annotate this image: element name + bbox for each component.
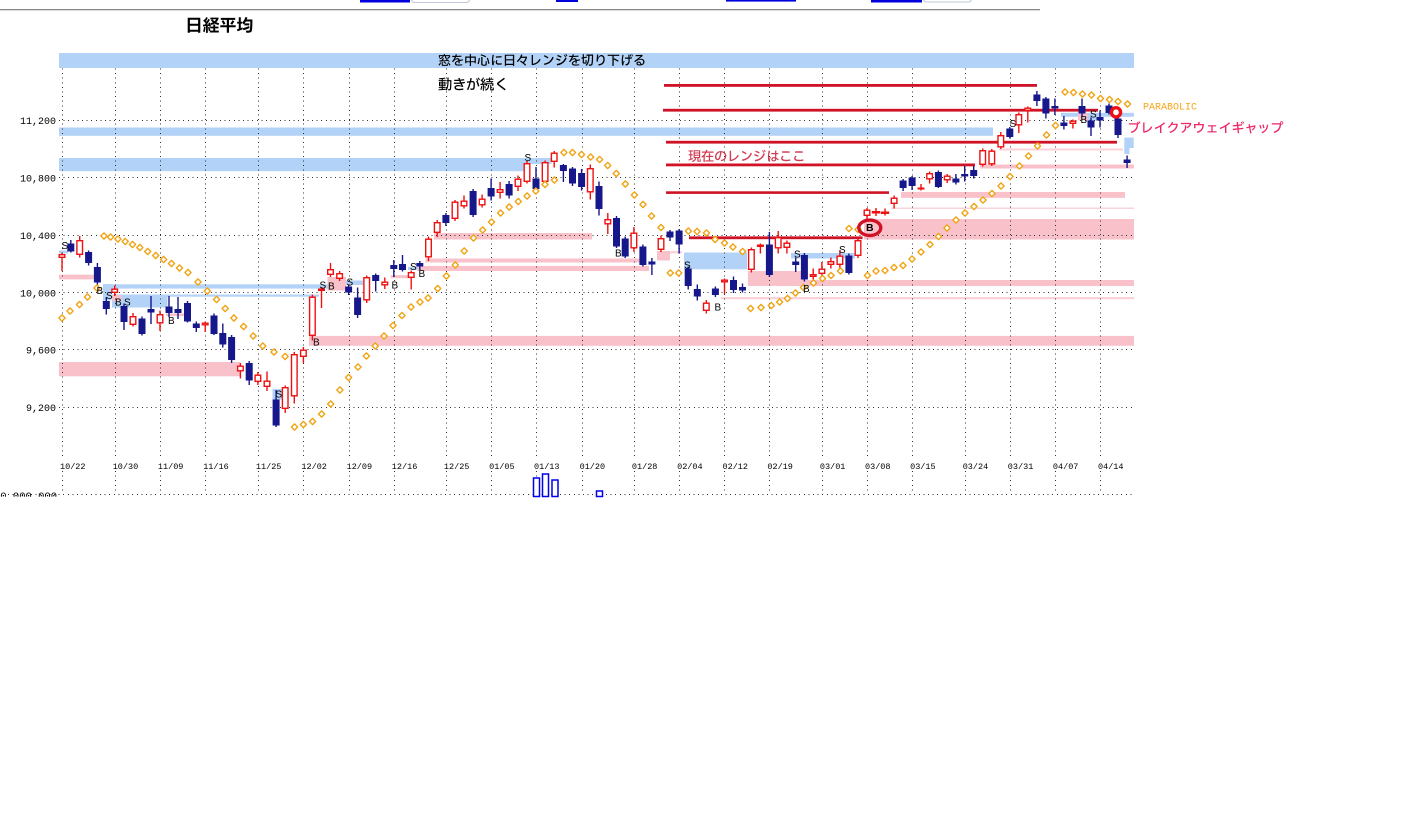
svg-text:S: S [62, 241, 69, 252]
svg-text:01/20: 01/20 [580, 462, 606, 472]
svg-text:B: B [168, 316, 175, 327]
svg-text:S: S [320, 281, 327, 292]
svg-text:01/28: 01/28 [632, 462, 658, 472]
svg-text:S: S [276, 390, 283, 401]
svg-text:02/12: 02/12 [723, 462, 749, 472]
svg-text:10,800: 10,800 [20, 175, 56, 186]
svg-text:03/24: 03/24 [963, 462, 989, 472]
svg-text:B: B [866, 222, 874, 234]
svg-text:B: B [328, 282, 335, 293]
svg-text:B: B [803, 284, 810, 295]
svg-text:10,400: 10,400 [20, 232, 56, 243]
svg-text:11/09: 11/09 [158, 462, 184, 472]
svg-text:S: S [1010, 119, 1017, 130]
svg-text:11/25: 11/25 [256, 462, 282, 472]
svg-text:02/04: 02/04 [677, 462, 703, 472]
svg-text:B: B [615, 249, 622, 260]
svg-text:B: B [115, 298, 122, 309]
svg-text:01/13: 01/13 [534, 462, 560, 472]
svg-text:S: S [684, 261, 691, 272]
svg-text:12/25: 12/25 [444, 462, 470, 472]
svg-text:S: S [124, 298, 131, 309]
svg-text:S: S [410, 262, 417, 273]
svg-text:B: B [97, 286, 104, 297]
svg-text:00,000,000: 00,000,000 [0, 491, 57, 503]
svg-text:04/14: 04/14 [1098, 462, 1124, 472]
svg-text:S: S [794, 250, 801, 261]
svg-text:01/05: 01/05 [489, 462, 515, 472]
svg-text:11/16: 11/16 [203, 462, 229, 472]
svg-text:03/31: 03/31 [1008, 462, 1034, 472]
svg-text:9,600: 9,600 [26, 347, 56, 358]
svg-text:9,200: 9,200 [26, 404, 56, 415]
svg-text:S: S [106, 291, 113, 302]
svg-text:03/01: 03/01 [820, 462, 846, 472]
svg-text:S: S [347, 278, 354, 289]
svg-text:02/19: 02/19 [767, 462, 793, 472]
svg-text:12/16: 12/16 [392, 462, 418, 472]
svg-text:B: B [715, 303, 722, 314]
svg-text:S: S [1090, 110, 1097, 121]
svg-text:B: B [419, 269, 426, 280]
svg-text:12/02: 12/02 [301, 462, 327, 472]
svg-text:PARABOLIC: PARABOLIC [1143, 103, 1197, 114]
svg-text:10/22: 10/22 [60, 462, 86, 472]
svg-text:11,200: 11,200 [20, 117, 56, 128]
svg-text:B: B [313, 338, 320, 349]
svg-text:B: B [1081, 115, 1088, 126]
svg-text:S: S [839, 245, 846, 256]
svg-text:03/08: 03/08 [865, 462, 891, 472]
svg-text:12/09: 12/09 [347, 462, 373, 472]
svg-text:10/30: 10/30 [113, 462, 139, 472]
svg-text:04/07: 04/07 [1053, 462, 1079, 472]
svg-text:B: B [392, 281, 399, 292]
svg-text:10,000: 10,000 [20, 289, 56, 300]
svg-text:S: S [525, 153, 532, 164]
svg-text:03/15: 03/15 [910, 462, 936, 472]
